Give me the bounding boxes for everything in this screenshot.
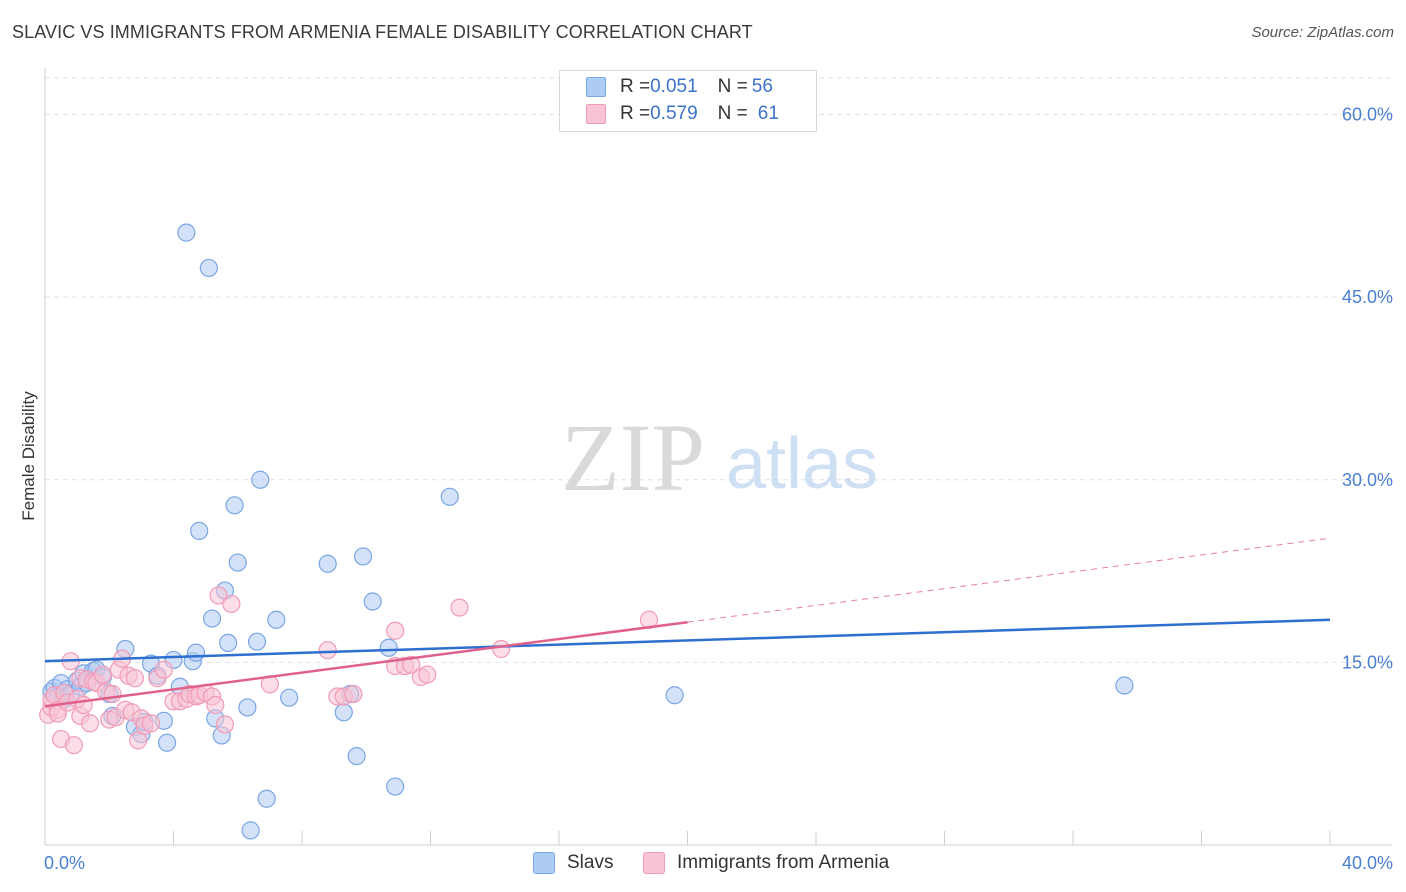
legend-row-armenia: R = 0.579 N = 61 (586, 102, 779, 126)
slavs-point (440, 487, 459, 506)
armenia-point (450, 598, 469, 617)
slavs-point (186, 643, 206, 662)
armenia-point (154, 660, 173, 679)
slavs-point (280, 688, 299, 707)
slavs-point (241, 821, 260, 840)
legend-swatch-armenia (586, 104, 606, 124)
slavs-point (177, 223, 196, 242)
slavs-point (1115, 676, 1134, 695)
axes (44, 68, 1392, 846)
legend-row-slavs: R = 0.051 N = 56 (586, 75, 773, 99)
armenia-point (103, 684, 122, 704)
slavs-point (251, 470, 270, 489)
legend: R = 0.051 N = 56 R = 0.579 N = 61 (559, 70, 817, 132)
y-axis-title: Female Disability (19, 391, 38, 521)
legend-r-value: 0.579 (650, 103, 698, 124)
slavs-point (363, 592, 382, 611)
armenia-point (344, 684, 363, 704)
y-tick-label: 15.0% (1342, 652, 1393, 672)
legend-swatch-slavs (586, 77, 606, 97)
tick-labels: 15.0% 30.0% 45.0% 60.0% 0.0% 40.0% (44, 105, 1393, 873)
series-name-armenia: Immigrants from Armenia (677, 852, 890, 873)
x-tick-label: 0.0% (44, 853, 85, 873)
armenia-point (492, 639, 511, 659)
slavs-point (347, 747, 366, 766)
slavs-point (386, 777, 405, 796)
watermark: ZIP atlas (561, 404, 878, 511)
armenia-point (64, 736, 84, 755)
slavs-point (202, 609, 222, 628)
slavs-point (267, 610, 286, 629)
series-legend-armenia: Immigrants from Armenia (643, 852, 889, 874)
armenia-point (418, 665, 437, 684)
slavs-point (190, 521, 209, 540)
legend-n-value: 61 (757, 103, 779, 124)
watermark-zip: ZIP (561, 404, 705, 511)
armenia-point (209, 586, 228, 605)
slavs-point (157, 733, 177, 752)
x-tick-label: 40.0% (1342, 853, 1393, 873)
slavs-point (334, 703, 353, 722)
slavs-point (238, 698, 257, 717)
legend-n-label: N = (717, 103, 748, 124)
slavs-point (353, 547, 373, 566)
armenia-point (318, 641, 337, 660)
series-swatch-slavs (533, 852, 555, 874)
armenia-point (206, 695, 225, 715)
armenia-point (74, 695, 93, 715)
slavs-point (665, 686, 684, 705)
slavs-trend-line (44, 618, 1331, 663)
series-legend: Slavs Immigrants from Armenia (0, 852, 1406, 876)
y-tick-label: 45.0% (1342, 287, 1393, 307)
armenia-point (215, 715, 234, 734)
gridlines (45, 77, 1392, 663)
armenia-point (222, 594, 241, 614)
armenia-trend-line (44, 620, 688, 708)
watermark-atlas: atlas (726, 424, 878, 504)
source-label: Source: ZipAtlas.com (1251, 24, 1394, 41)
armenia-trend-line-extension (687, 537, 1331, 623)
armenia-point (125, 669, 145, 688)
data-points (39, 223, 1134, 840)
trend-lines (44, 537, 1331, 708)
armenia-point (141, 714, 161, 733)
legend-r-label: R = (620, 103, 651, 124)
armenia-point (80, 714, 100, 733)
armenia-point (402, 655, 421, 674)
y-tick-label: 30.0% (1342, 470, 1393, 490)
slavs-point (257, 789, 276, 808)
legend-n-label: N = (717, 76, 748, 97)
slavs-point (199, 258, 218, 278)
series-legend-slavs: Slavs (533, 852, 613, 874)
slavs-point (247, 632, 267, 651)
y-tick-label: 60.0% (1342, 105, 1393, 125)
armenia-point (93, 665, 112, 684)
slavs-point (379, 638, 398, 657)
armenia-point (386, 621, 405, 640)
series-name-slavs: Slavs (567, 852, 614, 873)
legend-r-label: R = (620, 76, 651, 97)
chart-title: SLAVIC VS IMMIGRANTS FROM ARMENIA FEMALE… (12, 22, 753, 42)
legend-r-value: 0.051 (650, 76, 698, 97)
legend-n-value: 56 (751, 76, 773, 97)
slavs-point (228, 553, 247, 572)
slavs-point (318, 554, 337, 573)
series-swatch-armenia (643, 852, 665, 874)
slavs-point (219, 633, 238, 653)
slavs-point (225, 496, 244, 515)
